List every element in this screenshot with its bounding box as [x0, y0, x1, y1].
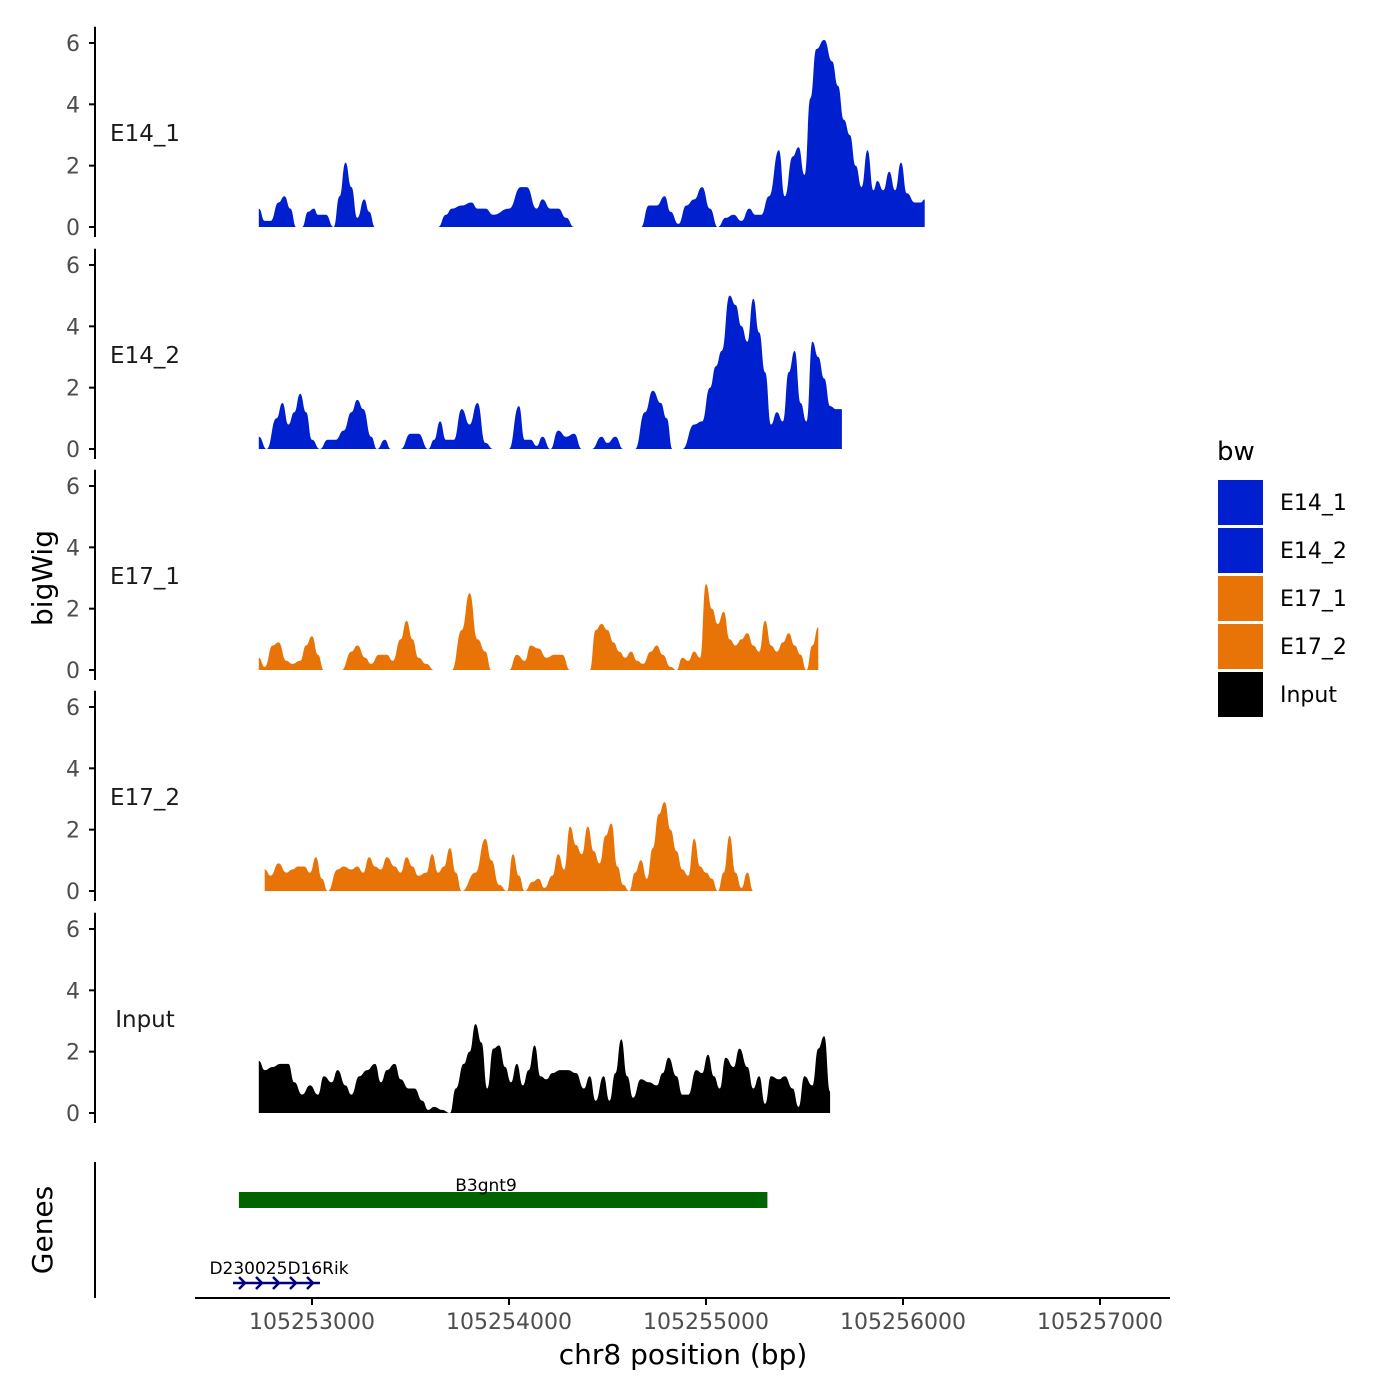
strand-arrow-icon — [238, 1276, 247, 1290]
gene-label: B3gnt9 — [455, 1176, 517, 1196]
legend-swatch-Input — [1218, 672, 1263, 717]
x-tick-label: 105255000 — [643, 1310, 769, 1335]
track-label: E14_1 — [110, 121, 180, 147]
strand-arrow-icon — [289, 1276, 298, 1290]
track-E14_1: 0 2 4 6 E14_1 — [66, 26, 925, 241]
x-tick-label: 105256000 — [840, 1310, 966, 1335]
coverage-area-E14_1 — [258, 39, 925, 228]
coverage-area-E17_2 — [264, 802, 754, 891]
x-tick-label: 105254000 — [446, 1310, 572, 1335]
strand-arrow-icon — [306, 1276, 315, 1290]
legend: bw E14_1 E14_2 E17_1 E17_2 Input — [1217, 437, 1347, 717]
y-tick-label: 4 — [66, 979, 80, 1004]
legend-label: E17_1 — [1280, 587, 1347, 612]
genes-track: Genes B3gnt9 D230025D16Rik — [26, 1162, 768, 1298]
y-tick-label: 6 — [66, 475, 80, 500]
gene-label: D230025D16Rik — [209, 1259, 348, 1279]
y-tick-label: 6 — [66, 696, 80, 721]
y-tick-label: 4 — [66, 93, 80, 118]
legend-label: Input — [1280, 683, 1337, 708]
legend-label: E14_2 — [1280, 539, 1347, 564]
legend-label: E14_1 — [1280, 491, 1347, 516]
y-tick-label: 6 — [66, 254, 80, 279]
track-label: Input — [115, 1007, 175, 1033]
coverage-area-E17_1 — [258, 584, 819, 670]
y-tick-label: 0 — [66, 659, 80, 684]
legend-swatch-E17_1 — [1218, 576, 1263, 621]
x-tick-label: 105253000 — [249, 1310, 375, 1335]
legend-label: E17_2 — [1280, 635, 1347, 660]
x-tick-label: 105257000 — [1037, 1310, 1163, 1335]
y-axis-title: bigWig — [26, 530, 59, 626]
y-tick-label: 4 — [66, 536, 80, 561]
strand-arrow-icon — [255, 1276, 264, 1290]
y-tick-label: 4 — [66, 757, 80, 782]
strand-arrow-icon — [272, 1276, 281, 1290]
y-tick-label: 0 — [66, 880, 80, 905]
legend-swatch-E14_2 — [1218, 528, 1263, 573]
track-E17_2: 0 2 4 6 E17_2 — [66, 690, 754, 905]
y-tick-label: 0 — [66, 216, 80, 241]
genes-track-label: Genes — [26, 1186, 59, 1274]
y-tick-label: 2 — [66, 155, 80, 180]
legend-title: bw — [1217, 437, 1255, 467]
track-E17_1: 0 2 4 6 E17_1 — [66, 469, 819, 684]
legend-swatch-E14_1 — [1218, 480, 1263, 525]
coverage-area-E14_2 — [258, 295, 842, 449]
track-E14_2: 0 2 4 6 E14_2 — [66, 248, 842, 463]
track-label: E17_2 — [110, 785, 180, 811]
x-axis: chr8 position (bp) 105253000 105254000 105… — [195, 1297, 1170, 1371]
y-tick-label: 2 — [66, 819, 80, 844]
y-tick-label: 6 — [66, 918, 80, 943]
y-tick-label: 6 — [66, 32, 80, 57]
x-axis-title: chr8 position (bp) — [559, 1338, 808, 1371]
legend-swatch-E17_2 — [1218, 624, 1263, 669]
gene-body-B3gnt9 — [238, 1192, 768, 1208]
track-Input: 0 2 4 6 Input — [66, 912, 831, 1127]
coverage-area-Input — [258, 1024, 831, 1113]
y-tick-label: 2 — [66, 1041, 80, 1066]
y-tick-label: 4 — [66, 315, 80, 340]
track-label: E17_1 — [110, 564, 180, 590]
track-label: E14_2 — [110, 343, 180, 369]
y-tick-label: 2 — [66, 598, 80, 623]
y-tick-label: 2 — [66, 377, 80, 402]
coverage-tracks: 0 2 4 6 E14_1 0 2 4 6 E14_2 0 2 4 6 E17_1 0 2 4 6 E17_2 0 2 4 6… — [66, 26, 925, 1127]
y-tick-label: 0 — [66, 438, 80, 463]
y-tick-label: 0 — [66, 1102, 80, 1127]
